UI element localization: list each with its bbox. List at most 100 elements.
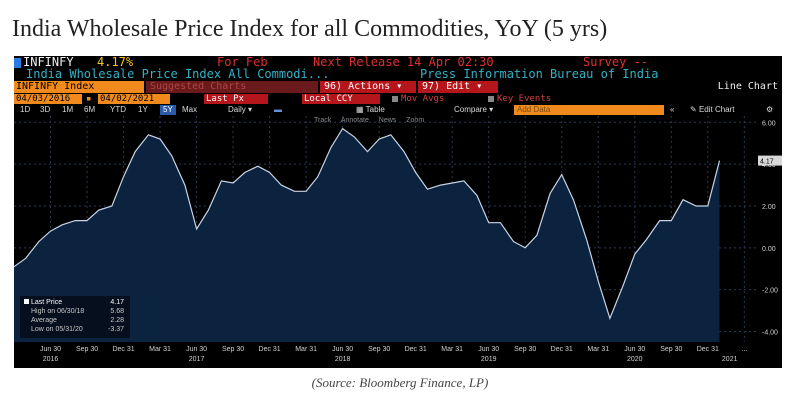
y-tick-label: 6.00 bbox=[762, 120, 776, 127]
actions-menu[interactable]: 96) Actions ▾ bbox=[320, 81, 416, 93]
y-tick-label: -4.00 bbox=[762, 330, 778, 337]
tool-track[interactable]: Track bbox=[314, 117, 332, 124]
date-range-toolbar: 04/03/2016 ▪ 04/02/2021 Last Px Local CC… bbox=[14, 94, 782, 104]
pencil-icon: ✎ bbox=[690, 105, 699, 114]
series-area bbox=[14, 128, 720, 342]
x-tick-label: Jun 30 bbox=[186, 346, 207, 353]
x-year-label: 2018 bbox=[335, 356, 351, 363]
compare-menu[interactable]: Compare ▾ bbox=[454, 105, 494, 114]
x-axis-strip bbox=[14, 342, 782, 368]
gear-icon[interactable]: ⚙ bbox=[766, 105, 774, 114]
security-description: India Wholesale Price Index All Commodi.… bbox=[26, 67, 330, 81]
data-source: Press Information Bureau of India bbox=[420, 67, 659, 81]
x-tick-label: Jun 30 bbox=[332, 346, 353, 353]
range-button-max[interactable]: Max bbox=[182, 105, 198, 114]
chart-tools: Track Annotate News Zoom bbox=[314, 116, 514, 125]
price-field-select[interactable]: Last Px bbox=[204, 94, 268, 104]
x-tick-label: Sep 30 bbox=[514, 346, 536, 353]
page-title: India Wholesale Price Index for all Comm… bbox=[12, 16, 608, 42]
key-events-toggle[interactable]: Key Events bbox=[488, 94, 608, 104]
edit-menu[interactable]: 97) Edit ▾ bbox=[418, 81, 498, 93]
range-button-1d[interactable]: 1D bbox=[20, 105, 31, 114]
next-release: Next Release 14 Apr 02:30 bbox=[313, 56, 494, 69]
x-year-label: 2019 bbox=[481, 356, 497, 363]
x-year-label: 2017 bbox=[189, 356, 205, 363]
date-to-field[interactable]: 04/02/2021 bbox=[98, 94, 170, 104]
date-from-field[interactable]: 04/03/2016 bbox=[14, 94, 82, 104]
y-tick-label: 2.00 bbox=[762, 204, 776, 211]
x-tick-label: Dec 31 bbox=[697, 346, 719, 353]
range-button-1m[interactable]: 1M bbox=[62, 105, 74, 114]
checkbox-icon bbox=[488, 95, 494, 102]
x-tick-label: Mar 31 bbox=[587, 346, 609, 353]
y-tick-label: 4.00 bbox=[762, 162, 776, 169]
x-tick-label: Dec 31 bbox=[405, 346, 427, 353]
tool-news[interactable]: News bbox=[378, 117, 397, 124]
chart-style-button[interactable]: ▬ bbox=[274, 105, 282, 114]
x-tick-label: Jun 30 bbox=[624, 346, 645, 353]
chart-type-label: Line Chart bbox=[717, 81, 778, 92]
compare-label: Compare bbox=[454, 105, 487, 114]
x-tick-label: ... bbox=[741, 346, 747, 353]
mov-avgs-label: Mov Avgs bbox=[401, 94, 445, 104]
last-value: 4.17% bbox=[97, 56, 134, 69]
range-toolbar: Daily ▾ ▬ ▦ Table Compare ▾ Add Data « ✎… bbox=[14, 105, 782, 115]
collapse-icon[interactable]: « bbox=[670, 105, 675, 114]
x-tick-label: Dec 31 bbox=[112, 346, 134, 353]
x-tick-label: Sep 30 bbox=[76, 346, 98, 353]
chevron-down-icon: ▾ bbox=[396, 81, 403, 92]
calendar-icon[interactable]: ▪ bbox=[86, 94, 92, 104]
range-button-ytd[interactable]: YTD bbox=[110, 105, 126, 114]
checkbox-icon bbox=[392, 95, 398, 102]
description-header: India Wholesale Price Index All Commodi.… bbox=[14, 68, 782, 81]
range-button-5y[interactable]: 5Y bbox=[160, 105, 176, 115]
x-tick-label: Mar 31 bbox=[441, 346, 463, 353]
source-credit: (Source: Bloomberg Finance, LP) bbox=[311, 375, 489, 390]
legend-value: 2.28 bbox=[110, 317, 124, 324]
quote-header: INFINFY 4.17% For Feb Next Release 14 Apr 0… bbox=[14, 56, 782, 69]
last-price-tag-label: 4.17 bbox=[760, 159, 774, 166]
period-label: For Feb bbox=[217, 56, 268, 69]
add-data-input[interactable]: Add Data bbox=[514, 105, 664, 115]
suggested-charts-button[interactable]: Suggested Charts bbox=[146, 81, 318, 93]
x-tick-label: Dec 31 bbox=[551, 346, 573, 353]
frequency-select[interactable]: Daily ▾ bbox=[228, 105, 253, 114]
legend-value: -3.37 bbox=[108, 326, 124, 333]
key-events-label: Key Events bbox=[497, 94, 552, 104]
legend-value: 4.17 bbox=[110, 299, 124, 306]
x-tick-label: Dec 31 bbox=[259, 346, 281, 353]
x-tick-label: Jun 30 bbox=[478, 346, 499, 353]
x-tick-label: Sep 30 bbox=[222, 346, 244, 353]
wpi-chart: 6.00 4.00 2.00 0.00 -2.00 -4.00 4.17 Jun 30 Sep … bbox=[14, 116, 782, 368]
x-tick-label: Jun 30 bbox=[40, 346, 61, 353]
range-button-6m[interactable]: 6M bbox=[84, 105, 96, 114]
y-tick-label: -2.00 bbox=[762, 288, 778, 295]
edit-label: 97) Edit bbox=[422, 81, 471, 92]
tool-zoom[interactable]: Zoom bbox=[406, 117, 425, 124]
legend-swatch bbox=[24, 299, 29, 304]
legend-label: Average bbox=[31, 317, 57, 324]
grid-icon: ▦ bbox=[356, 105, 366, 114]
ticker-marker-icon bbox=[14, 57, 21, 68]
x-year-label: 2021 bbox=[722, 356, 738, 363]
x-year-label: 2020 bbox=[627, 356, 643, 363]
edit-chart-button[interactable]: ✎ Edit Chart bbox=[690, 105, 735, 115]
survey-label: Survey -- bbox=[583, 56, 649, 69]
legend-label: Low on 05/31/20 bbox=[31, 326, 83, 333]
tool-annotate[interactable]: Annotate bbox=[340, 117, 369, 124]
range-button-1y[interactable]: 1Y bbox=[138, 105, 148, 114]
table-button[interactable]: ▦ Table bbox=[356, 105, 385, 115]
function-toolbar: INFINFY Index Suggested Charts 96) Actio… bbox=[14, 81, 782, 93]
range-button-3d[interactable]: 3D bbox=[40, 105, 51, 114]
chevron-down-icon: ▾ bbox=[476, 81, 483, 92]
currency-select[interactable]: Local CCY bbox=[302, 94, 380, 104]
table-label: Table bbox=[365, 105, 385, 114]
series-line bbox=[14, 127, 721, 321]
edit-chart-label: Edit Chart bbox=[698, 105, 735, 114]
legend-value: 5.68 bbox=[110, 308, 124, 315]
x-tick-label: Mar 31 bbox=[149, 346, 171, 353]
x-year-label: 2016 bbox=[43, 356, 59, 363]
mov-avgs-toggle[interactable]: Mov Avgs bbox=[392, 94, 492, 104]
actions-label: 96) Actions bbox=[324, 81, 391, 92]
index-field[interactable]: INFINFY Index bbox=[14, 81, 144, 93]
